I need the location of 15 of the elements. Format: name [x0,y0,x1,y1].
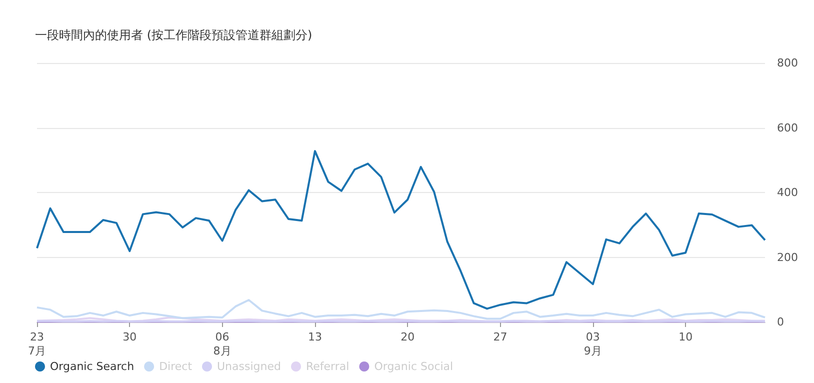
legend-label: Organic Search [50,360,134,373]
y-tick-label: 600 [777,121,798,134]
y-tick-label: 200 [777,250,798,264]
y-tick-label: 800 [777,56,798,70]
y-tick-label: 400 [777,186,798,199]
x-tick-label: 20 [400,330,415,344]
chart-title: 一段時間內的使用者 (按工作階段預設管道群組劃分) [35,28,312,42]
x-tick-label: 03 9月 [584,330,602,358]
x-tick-label: 23 7月 [28,330,46,358]
x-tick-label: 27 [493,330,508,344]
x-tick-label: 06 8月 [213,330,232,358]
x-tick-label: 10 [678,330,693,344]
y-tick-label: 0 [777,316,784,328]
x-tick-label: 13 [308,330,322,344]
x-tick-label: 30 [122,330,137,344]
